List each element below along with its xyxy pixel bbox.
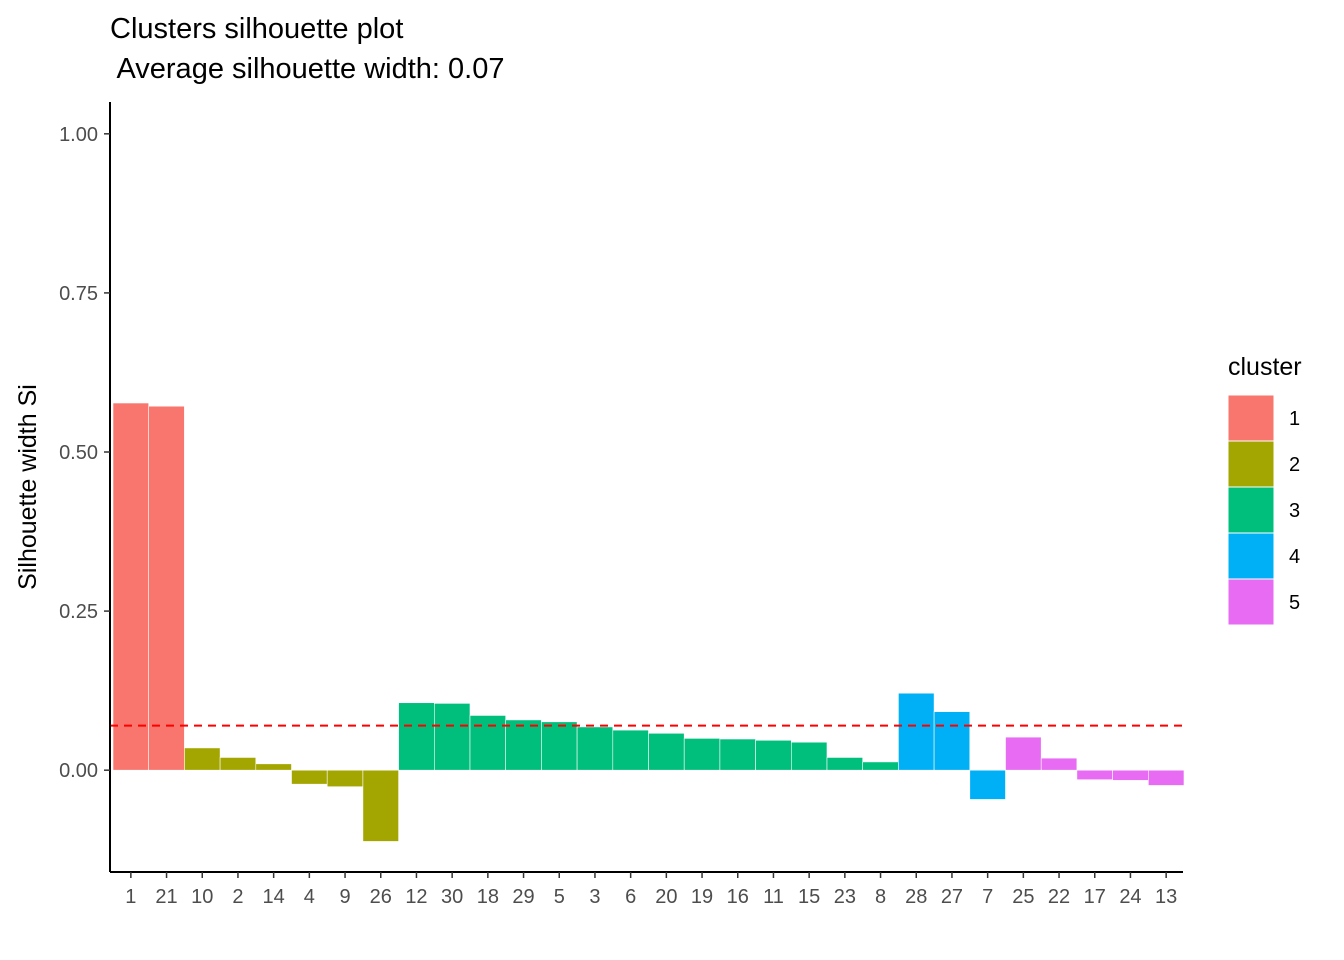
x-tick-label: 29 (512, 886, 534, 908)
x-tick-label: 16 (727, 886, 749, 908)
x-ticks-layer: 1 21 10 2 14 4 9 26 12 30 18 29 5 3 6 20 19 16 11 15 23 8 28 27… (125, 872, 1177, 908)
x-tick-label: 9 (339, 886, 350, 908)
bar-13 (1148, 769, 1185, 786)
bar-3 (576, 726, 614, 771)
bars-layer (112, 402, 1185, 842)
bar-10 (184, 747, 221, 771)
x-tick-label: 21 (155, 886, 177, 908)
y-tick-label: 0.75 (59, 283, 98, 305)
bar-22 (1040, 757, 1078, 771)
bar-4 (291, 769, 328, 785)
legend-label-4: 4 (1289, 546, 1300, 568)
x-tick-label: 28 (905, 886, 927, 908)
x-tick-label: 13 (1155, 886, 1177, 908)
bar-25 (1005, 736, 1042, 771)
y-tick-label: 0.50 (59, 442, 98, 464)
bar-21 (148, 405, 185, 771)
bar-29 (505, 719, 542, 771)
bar-15 (790, 741, 828, 771)
bar-6 (612, 729, 649, 771)
x-tick-label: 12 (405, 886, 427, 908)
legend-key-1 (1227, 394, 1275, 442)
bar-30 (433, 703, 471, 771)
x-tick-label: 22 (1048, 886, 1070, 908)
x-tick-label: 27 (941, 886, 963, 908)
x-tick-label: 4 (304, 886, 315, 908)
bar-20 (648, 732, 685, 771)
y-axis-title: Silhouette width Si (14, 384, 42, 590)
legend-key-2 (1227, 440, 1275, 488)
bar-8 (862, 761, 899, 771)
y-tick-label: 0.25 (59, 601, 98, 623)
bar-5 (541, 721, 578, 771)
bar-19 (683, 738, 721, 771)
bar-1 (112, 402, 150, 771)
x-tick-label: 5 (554, 886, 565, 908)
bar-28 (898, 692, 935, 771)
x-tick-label: 19 (691, 886, 713, 908)
x-tick-label: 25 (1012, 886, 1034, 908)
bar-18 (469, 715, 507, 771)
x-tick-label: 30 (441, 886, 463, 908)
bar-27 (933, 711, 971, 771)
x-tick-label: 26 (370, 886, 392, 908)
legend-key-5 (1227, 578, 1275, 626)
x-tick-label: 15 (798, 886, 820, 908)
bar-17 (1076, 769, 1113, 781)
x-tick-label: 3 (589, 886, 600, 908)
bar-16 (719, 738, 756, 771)
legend-label-5: 5 (1289, 592, 1300, 614)
legend-label-2: 2 (1289, 454, 1300, 476)
x-tick-label: 1 (125, 886, 136, 908)
x-tick-label: 23 (834, 886, 856, 908)
x-tick-label: 18 (477, 886, 499, 908)
legend-key-4 (1227, 532, 1275, 580)
bar-9 (326, 769, 364, 788)
legend-label-3: 3 (1289, 500, 1300, 522)
x-tick-label: 2 (232, 886, 243, 908)
x-tick-label: 14 (263, 886, 285, 908)
legend: cluster 1 2 3 4 5 (1227, 353, 1302, 626)
x-tick-label: 20 (655, 886, 677, 908)
bar-26 (362, 769, 399, 842)
bar-14 (255, 763, 292, 771)
chart-title: Clusters silhouette plot (110, 13, 403, 45)
x-tick-label: 8 (875, 886, 886, 908)
legend-key-3 (1227, 486, 1275, 534)
x-tick-label: 7 (982, 886, 993, 908)
y-ticks-layer: 1.00 0.75 0.50 0.25 0.00 (59, 124, 110, 782)
x-tick-label: 17 (1084, 886, 1106, 908)
x-tick-label: 24 (1119, 886, 1141, 908)
bar-7 (969, 769, 1006, 800)
legend-label-1: 1 (1289, 408, 1300, 430)
y-tick-label: 0.00 (59, 760, 98, 782)
x-tick-label: 11 (763, 886, 784, 908)
bar-11 (755, 739, 792, 771)
bar-12 (398, 702, 435, 771)
x-tick-label: 10 (191, 886, 213, 908)
axes-layer (109, 102, 1183, 873)
bar-2 (219, 757, 257, 771)
legend-title: cluster (1228, 353, 1302, 381)
chart-subtitle: Average silhouette width: 0.07 (110, 53, 504, 85)
bar-24 (1112, 769, 1149, 781)
bar-23 (826, 757, 864, 771)
x-tick-label: 6 (625, 886, 636, 908)
y-tick-label: 1.00 (59, 124, 98, 146)
